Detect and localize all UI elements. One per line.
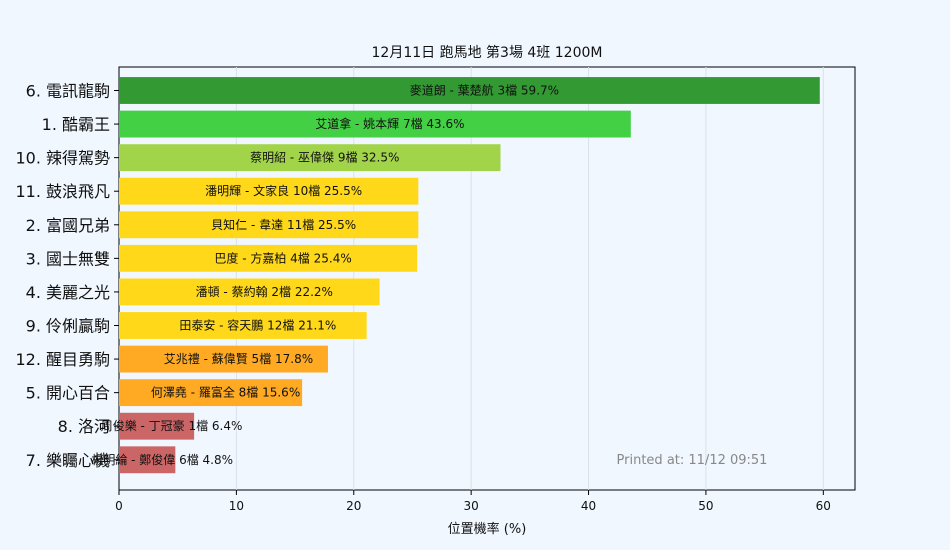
x-tick-label: 10 xyxy=(229,499,244,513)
bar-data-label: 潘頓 - 蔡約翰 2檔 22.2% xyxy=(196,284,333,299)
category-label: 3. 國士無雙 xyxy=(26,249,110,268)
bar xyxy=(119,110,631,138)
x-tick-label: 20 xyxy=(346,499,361,513)
category-label: 4. 美麗之光 xyxy=(26,283,110,302)
category-label: 12. 醒目勇駒 xyxy=(15,350,110,369)
printed-annotation: Printed at: 11/12 09:51 xyxy=(617,453,768,468)
category-label: 5. 開心百合 xyxy=(26,384,110,403)
x-tick-label: 40 xyxy=(581,499,596,513)
bar xyxy=(119,77,820,104)
category-label: 8. 洛河 xyxy=(58,417,110,436)
bar-data-label: 巴度 - 方嘉柏 4檔 25.4% xyxy=(214,250,351,265)
bar xyxy=(119,379,303,407)
bar xyxy=(119,446,176,474)
bar xyxy=(119,244,418,272)
bar xyxy=(119,211,419,239)
x-tick-label: 30 xyxy=(464,499,479,513)
bar xyxy=(119,177,419,205)
bar xyxy=(119,278,380,306)
x-tick-label: 0 xyxy=(115,499,123,513)
bar xyxy=(119,144,501,172)
chart-title: 12月11日 跑馬地 第3場 4班 1200M xyxy=(372,44,603,61)
bar-data-label: 周俊樂 - 丁冠豪 1檔 6.4% xyxy=(101,418,243,433)
bar-data-label: 田泰安 - 容天鵬 12檔 21.1% xyxy=(179,318,336,333)
x-tick-label: 60 xyxy=(816,499,831,513)
category-label: 7. 樂矚心機 xyxy=(26,451,110,470)
category-label: 9. 伶俐贏駒 xyxy=(26,317,110,336)
x-axis-label: 位置機率 (%) xyxy=(448,521,527,537)
bar-data-label: 蔡明紹 - 巫偉傑 9檔 32.5% xyxy=(250,151,399,165)
x-axis-ticks: 0 10 20 30 40 50 60 xyxy=(115,490,831,513)
bar xyxy=(119,345,328,373)
bar-data-label: 麥道朗 - 葉楚航 3檔 59.7% xyxy=(410,83,559,98)
bar-data-label: 潘明輝 - 文家良 10檔 25.5% xyxy=(205,183,362,198)
category-label: 6. 電訊龍駒 xyxy=(26,82,110,101)
bars: 6. 電訊龍駒 麥道朗 - 葉楚航 3檔 59.7% 1. 酷霸王 艾道拿 - 姚本輝… xyxy=(15,77,820,474)
bar-data-label: 艾兆禮 - 蘇偉賢 5檔 17.8% xyxy=(164,352,313,366)
category-label: 2. 富國兄弟 xyxy=(26,216,110,235)
bar-data-label: 艾道拿 - 姚本輝 7檔 43.6% xyxy=(315,116,464,131)
bar-data-label: 貝知仁 - 韋達 11檔 25.5% xyxy=(211,218,356,232)
bar-data-label: 何澤堯 - 羅富全 8檔 15.6% xyxy=(151,385,300,400)
category-label: 11. 鼓浪飛凡 xyxy=(15,182,110,201)
x-tick-label: 50 xyxy=(698,499,713,513)
bar xyxy=(119,312,367,339)
bar xyxy=(119,412,195,440)
bar-data-label: 楊明綸 - 鄭俊偉 6檔 4.8% xyxy=(91,452,233,467)
category-label: 1. 酷霸王 xyxy=(42,115,110,134)
category-label: 10. 辣得駕勢 xyxy=(15,149,110,168)
